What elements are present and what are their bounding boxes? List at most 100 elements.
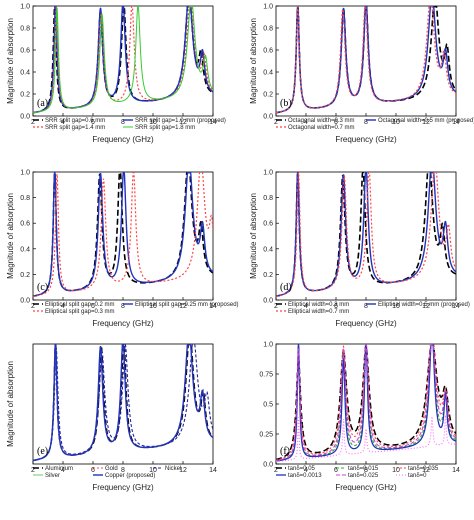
series-line-c-1 [33,172,213,297]
x-tick-label: 8 [364,303,368,310]
y-tick-label: 0.4 [263,246,273,253]
x-tick-label: 4 [304,119,308,126]
y-tick-label: 0.0 [263,298,273,305]
legend-entry: Aluminium [45,466,73,472]
series-line-f-2 [276,344,456,461]
y-axis-label: Magnitude of absorption [249,193,258,279]
panel-b: 2 4 6 8 10 12 14 0.0 0.2 0.4 0.6 0.8 1.0 Frequency (G… [249,4,474,145]
y-axis-label: Magnitude of absorption [249,18,258,104]
series-line-e-4 [33,344,213,462]
y-tick-label: 0.75 [259,372,273,379]
x-tick-label: 2 [274,467,278,474]
x-tick-label: 4 [304,467,308,474]
x-tick-label: 10 [149,303,157,310]
x-tick-label: 12 [179,467,187,474]
x-tick-label: 2 [274,303,278,310]
panel-label: (a) [37,98,48,109]
y-tick-label: 0.0 [20,298,30,305]
x-tick-label: 2 [274,119,278,126]
y-tick-label: 1.0 [20,4,30,11]
y-tick-label: 1.0 [263,4,273,11]
legend-entry: Silver [45,473,60,479]
x-axis-label: Frequency (GHz) [92,135,154,144]
y-tick-label: 1.0 [263,342,273,349]
legend-entry: Elliptical width=0.7 mm [288,309,349,315]
x-tick-label: 14 [452,467,460,474]
series-line-f-5 [276,415,456,463]
y-tick-label: 0.2 [263,272,273,279]
x-tick-label: 14 [209,303,217,310]
y-tick-label: 0.8 [263,26,273,33]
panel-a: 2 4 6 8 10 12 14 0.0 0.2 0.4 0.6 0.8 1.0 Frequency (G… [6,4,226,145]
x-tick-label: 2 [31,119,35,126]
x-tick-label: 8 [364,119,368,126]
panel-label: (b) [280,98,292,109]
y-tick-label: 0.0 [263,462,273,469]
x-tick-label: 4 [61,467,65,474]
panel-label: (c) [37,282,48,293]
x-tick-label: 12 [422,467,430,474]
y-tick-label: 0.8 [20,26,30,33]
y-axis-label: Magnitude of absorption [6,193,15,279]
legend-entry: Octagonal width=0.5 mm (proposed) [378,118,474,124]
panel-label: (d) [280,282,292,293]
y-tick-label: 0.0 [20,114,30,121]
x-tick-label: 6 [91,303,95,310]
x-tick-label: 10 [392,303,400,310]
panel-label: (e) [37,446,48,457]
legend-entry: SRR split gap=1.4 mm [45,125,105,131]
y-axis-label: Magnitude of absorption [6,18,15,104]
x-tick-label: 10 [149,119,157,126]
x-tick-label: 10 [392,467,400,474]
legend-entry: Gold [105,466,118,472]
legend-entry: tanδ=0.015 [348,466,379,472]
x-axis-label: Frequency (GHz) [335,135,397,144]
y-tick-label: 0.2 [263,92,273,99]
x-tick-label: 14 [452,303,460,310]
legend-entry: Copper (proposed) [105,473,155,479]
legend-entry: Elliptical split gap=0.3 mm [45,309,115,315]
x-tick-label: 6 [334,119,338,126]
legend-entry: SRR split gap=1.0 mm (proposed) [135,118,226,124]
x-tick-label: 8 [121,119,125,126]
y-tick-label: 0.6 [263,221,273,228]
x-tick-label: 8 [364,467,368,474]
legend-entry: Nickel [165,466,181,472]
series-line-c-0 [33,172,213,297]
series-line-f-1 [276,344,456,462]
y-tick-label: 0.2 [20,272,30,279]
y-tick-label: 0.2 [20,92,30,99]
series-line-b-2 [276,6,456,114]
legend-entry: SRR split gap=0.6 mm [45,118,105,124]
x-axis-label: Frequency (GHz) [335,319,397,328]
x-axis-label: Frequency (GHz) [92,483,154,492]
x-tick-label: 14 [209,467,217,474]
x-tick-label: 4 [304,303,308,310]
y-tick-label: 0.6 [20,221,30,228]
y-tick-label: 1.0 [263,170,273,177]
y-tick-label: 0.4 [263,70,273,77]
panel-d: 2 4 6 8 10 12 14 0.0 0.2 0.4 0.6 0.8 1.0 Frequency (G… [249,170,470,329]
legend-entry: Elliptical split gap=0.2 mm [45,302,115,308]
legend-entry: Elliptical width=0.3 mm [288,302,349,308]
y-tick-label: 1.0 [20,170,30,177]
x-tick-label: 6 [91,119,95,126]
y-tick-label: 0.4 [20,70,30,77]
y-axis-label: Magnitude of absorption [6,361,15,447]
legend-entry: Octagonal width=0.3 mm [288,118,355,124]
x-tick-label: 10 [392,119,400,126]
x-axis-label: Frequency (GHz) [92,319,154,328]
x-tick-label: 4 [61,303,65,310]
x-tick-label: 6 [334,467,338,474]
series-line-a-3 [33,6,213,114]
x-tick-label: 4 [61,119,65,126]
panel-label: (f) [280,446,290,457]
x-tick-label: 14 [452,119,460,126]
x-tick-label: 10 [149,467,157,474]
panel-f: 2 4 6 8 10 12 14 0.0 0.25 0.5 0.75 1.0 Frequency (GH… [259,342,460,493]
y-tick-label: 0.0 [263,114,273,121]
panel-e: 2 4 6 8 10 12 14 Frequency (GHz) Magnitude of ab… [6,343,217,492]
y-tick-label: 0.25 [259,432,273,439]
legend-entry: tanδ=0.035 [408,466,439,472]
